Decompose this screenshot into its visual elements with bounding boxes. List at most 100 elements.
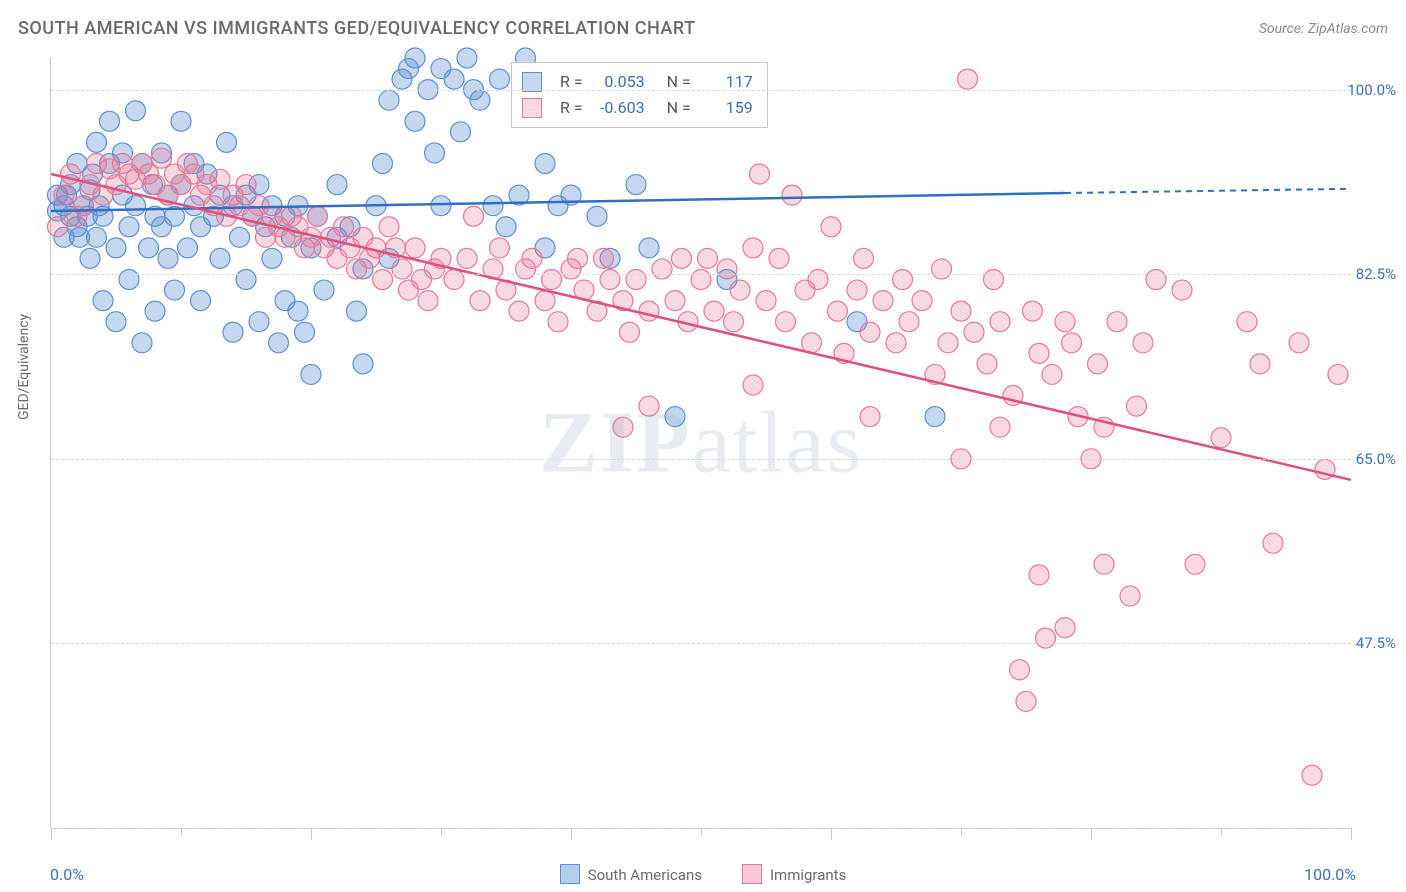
- scatter-point-immigrants: [639, 301, 659, 321]
- scatter-point-immigrants: [958, 69, 978, 89]
- y-tick-label: 100.0%: [1347, 81, 1396, 99]
- trendline-dash-south_americans: [1065, 189, 1351, 193]
- scatter-point-south_americans: [106, 312, 126, 332]
- scatter-point-immigrants: [1107, 312, 1127, 332]
- scatter-point-south_americans: [925, 407, 945, 427]
- stats-legend-box: R =0.053N =117R =-0.603N =159: [511, 62, 768, 128]
- scatter-point-immigrants: [334, 217, 354, 237]
- scatter-point-south_americans: [145, 301, 165, 321]
- scatter-point-south_americans: [230, 227, 250, 247]
- scatter-point-immigrants: [1211, 428, 1231, 448]
- scatter-point-south_americans: [119, 217, 139, 237]
- scatter-point-immigrants: [1127, 396, 1147, 416]
- scatter-point-south_americans: [262, 248, 282, 268]
- scatter-point-south_americans: [490, 69, 510, 89]
- scatter-point-immigrants: [854, 248, 874, 268]
- scatter-point-south_americans: [223, 322, 243, 342]
- x-tick-minor: [181, 828, 182, 836]
- x-tick-major: [51, 828, 52, 840]
- scatter-point-immigrants: [1172, 280, 1192, 300]
- x-tick-minor: [441, 828, 442, 836]
- scatter-point-south_americans: [587, 206, 607, 226]
- stats-r-value: 0.053: [593, 69, 645, 95]
- scatter-point-immigrants: [899, 312, 919, 332]
- scatter-point-south_americans: [639, 238, 659, 258]
- scatter-point-south_americans: [425, 143, 445, 163]
- scatter-point-south_americans: [126, 101, 146, 121]
- scatter-point-immigrants: [444, 270, 464, 290]
- x-tick-major: [831, 828, 832, 840]
- scatter-point-south_americans: [93, 291, 113, 311]
- scatter-point-immigrants: [821, 217, 841, 237]
- scatter-point-immigrants: [1094, 554, 1114, 574]
- scatter-point-immigrants: [1029, 565, 1049, 585]
- scatter-point-south_americans: [496, 217, 516, 237]
- scatter-point-immigrants: [509, 301, 529, 321]
- scatter-point-immigrants: [847, 280, 867, 300]
- scatter-point-immigrants: [704, 301, 724, 321]
- scatter-point-south_americans: [327, 175, 347, 195]
- scatter-point-immigrants: [626, 270, 646, 290]
- scatter-point-immigrants: [1016, 691, 1036, 711]
- legend-swatch: [560, 864, 580, 884]
- scatter-point-immigrants: [652, 259, 672, 279]
- scatter-point-immigrants: [308, 206, 328, 226]
- y-tick-label: 47.5%: [1356, 634, 1396, 652]
- scatter-point-south_americans: [470, 90, 490, 110]
- scatter-point-immigrants: [893, 270, 913, 290]
- legend-item: Immigrants: [742, 864, 846, 884]
- scatter-point-south_americans: [626, 175, 646, 195]
- stats-n-value: 117: [701, 69, 753, 95]
- scatter-point-south_americans: [165, 280, 185, 300]
- scatter-point-immigrants: [152, 148, 172, 168]
- x-tick-major: [1091, 828, 1092, 840]
- scatter-point-south_americans: [405, 48, 425, 68]
- scatter-point-south_americans: [249, 312, 269, 332]
- x-tick-minor: [1221, 828, 1222, 836]
- scatter-point-south_americans: [178, 238, 198, 258]
- scatter-point-south_americans: [353, 354, 373, 374]
- scatter-point-immigrants: [373, 270, 393, 290]
- plot-area: ZIPatlas R =0.053N =117R =-0.603N =159: [50, 58, 1351, 829]
- scatter-point-immigrants: [808, 270, 828, 290]
- scatter-point-south_americans: [171, 111, 191, 131]
- scatter-point-south_americans: [295, 322, 315, 342]
- scatter-point-immigrants: [620, 322, 640, 342]
- scatter-point-immigrants: [1185, 554, 1205, 574]
- scatter-point-immigrants: [860, 322, 880, 342]
- y-tick-label: 82.5%: [1356, 265, 1396, 283]
- stats-swatch: [522, 98, 542, 118]
- chart-svg: [51, 58, 1351, 828]
- scatter-point-immigrants: [236, 175, 256, 195]
- scatter-point-south_americans: [301, 364, 321, 384]
- scatter-point-immigrants: [951, 301, 971, 321]
- scatter-point-immigrants: [665, 291, 685, 311]
- scatter-point-immigrants: [672, 248, 692, 268]
- scatter-point-south_americans: [457, 48, 477, 68]
- scatter-point-south_americans: [451, 122, 471, 142]
- scatter-point-immigrants: [1055, 618, 1075, 638]
- scatter-point-immigrants: [932, 259, 952, 279]
- trendline-immigrants: [51, 174, 1351, 480]
- scatter-point-immigrants: [1023, 301, 1043, 321]
- scatter-point-immigrants: [1120, 586, 1140, 606]
- scatter-point-immigrants: [594, 248, 614, 268]
- stats-r-label: R =: [560, 95, 583, 121]
- scatter-point-immigrants: [886, 333, 906, 353]
- scatter-point-immigrants: [392, 259, 412, 279]
- scatter-point-immigrants: [1029, 343, 1049, 363]
- scatter-point-immigrants: [938, 333, 958, 353]
- gridline: [51, 643, 1351, 644]
- scatter-point-immigrants: [730, 280, 750, 300]
- x-tick-minor: [701, 828, 702, 836]
- legend-label: South Americans: [588, 866, 702, 884]
- scatter-point-immigrants: [990, 312, 1010, 332]
- scatter-point-immigrants: [691, 270, 711, 290]
- stats-r-value: -0.603: [593, 95, 645, 121]
- scatter-point-immigrants: [1289, 333, 1309, 353]
- scatter-point-south_americans: [535, 153, 555, 173]
- scatter-point-immigrants: [470, 291, 490, 311]
- scatter-point-immigrants: [750, 164, 770, 184]
- scatter-point-south_americans: [236, 270, 256, 290]
- scatter-point-immigrants: [1328, 364, 1348, 384]
